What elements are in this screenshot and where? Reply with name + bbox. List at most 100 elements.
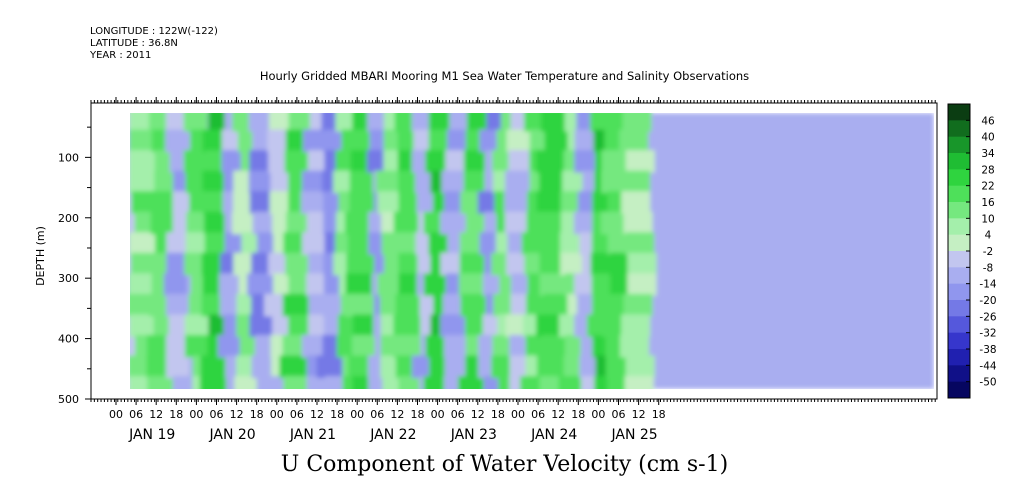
colorbar-swatch bbox=[948, 349, 970, 366]
x-day-label: JAN 25 bbox=[610, 427, 657, 443]
y-tick-label: 100 bbox=[58, 151, 79, 164]
field-cell bbox=[621, 191, 651, 214]
field-cell bbox=[440, 211, 475, 235]
y-axis-label: DEPTH (m) bbox=[34, 226, 47, 286]
colorbar-label: -20 bbox=[979, 295, 996, 307]
field-cell bbox=[560, 252, 583, 276]
field-cell bbox=[302, 232, 325, 255]
field-cell bbox=[185, 232, 210, 255]
field-cell bbox=[619, 334, 650, 358]
field-cell bbox=[302, 170, 325, 194]
field-cell bbox=[624, 376, 654, 389]
field-cell bbox=[306, 273, 329, 296]
x-hour-tick-label: 12 bbox=[551, 408, 565, 421]
field-cell bbox=[558, 376, 582, 389]
x-hour-tick-label: 18 bbox=[491, 408, 505, 421]
field-cell bbox=[166, 355, 190, 379]
field-cell bbox=[172, 376, 196, 389]
colorbar-swatch bbox=[948, 136, 970, 154]
field-cell bbox=[247, 273, 281, 296]
field-cell bbox=[625, 232, 655, 255]
colorbar-swatch bbox=[948, 104, 970, 121]
colorbar: 46 40 34 28 22 16 10 4 -2 -8 -14 -20 -26 -32 -38 -44 -50 bbox=[947, 103, 997, 399]
latitude-label: LATITUDE : 36.8N bbox=[90, 38, 178, 49]
field-cell bbox=[183, 150, 208, 173]
field-cell bbox=[345, 273, 378, 296]
field-cell bbox=[458, 376, 489, 389]
x-hour-tick-label: 00 bbox=[350, 408, 364, 421]
field-cell bbox=[619, 129, 649, 153]
colorbar-label: -44 bbox=[979, 360, 996, 372]
x-hour-tick-label: 00 bbox=[511, 408, 525, 421]
colorbar-label: 4 bbox=[985, 230, 992, 242]
colorbar-swatch bbox=[948, 316, 970, 334]
field-cell bbox=[152, 191, 180, 214]
field-cell bbox=[163, 273, 187, 296]
y-tick-label: 300 bbox=[58, 272, 79, 285]
x-hour-tick-label: 12 bbox=[310, 408, 324, 421]
x-hour-tick-label: 12 bbox=[632, 408, 646, 421]
field-cell bbox=[316, 355, 343, 379]
x-hour-tick-label: 18 bbox=[250, 408, 264, 421]
x-hour-tick-label: 00 bbox=[591, 408, 605, 421]
x-hour-tick-label: 12 bbox=[149, 408, 163, 421]
colorbar-swatch bbox=[948, 202, 970, 219]
colorbar-label: 22 bbox=[981, 181, 994, 193]
colorbar-swatch bbox=[948, 120, 970, 138]
field-cell bbox=[349, 191, 382, 214]
x-hour-tick-label: 06 bbox=[129, 408, 143, 421]
field-cell bbox=[458, 273, 490, 296]
colorbar-label: 28 bbox=[981, 164, 994, 176]
x-hour-tick-label: 12 bbox=[230, 408, 244, 421]
field-cell bbox=[392, 334, 426, 358]
colorbar-swatch bbox=[948, 251, 970, 268]
field-cell bbox=[623, 293, 653, 317]
colorbar-swatch bbox=[948, 169, 970, 187]
x-hour-tick-label: 06 bbox=[370, 408, 384, 421]
field-cell bbox=[184, 314, 209, 337]
colorbar-swatch bbox=[948, 267, 970, 285]
x-hour-tick-label: 00 bbox=[109, 408, 123, 421]
field-cell bbox=[562, 170, 585, 194]
year-label: YEAR : 2011 bbox=[90, 50, 152, 61]
field-cell bbox=[344, 293, 377, 317]
colorbar-label: -26 bbox=[979, 311, 996, 323]
x-day-label: JAN 22 bbox=[369, 427, 416, 443]
x-day-label: JAN 23 bbox=[450, 427, 497, 443]
x-hour-tick-label: 06 bbox=[531, 408, 545, 421]
field-cell bbox=[166, 334, 190, 358]
colorbar-swatch bbox=[948, 185, 970, 203]
field-cell bbox=[186, 211, 210, 235]
field-cell bbox=[166, 252, 190, 276]
x-hour-tick-label: 18 bbox=[330, 408, 344, 421]
colorbar-label: -8 bbox=[983, 262, 993, 274]
field-cell bbox=[460, 293, 492, 317]
field-cell bbox=[279, 355, 313, 379]
colorbar-label: -32 bbox=[979, 328, 996, 340]
field-cell bbox=[393, 314, 427, 337]
field-cell bbox=[302, 129, 326, 153]
field-cell bbox=[166, 293, 190, 317]
colorbar-label: 46 bbox=[981, 115, 995, 127]
colorbar-label: 16 bbox=[981, 197, 995, 209]
colorbar-swatch bbox=[948, 283, 970, 301]
x-day-label: JAN 20 bbox=[208, 427, 255, 443]
colorbar-label: -50 bbox=[979, 377, 996, 389]
x-day-label: JAN 21 bbox=[289, 427, 336, 443]
field-cell bbox=[165, 113, 190, 132]
colorbar-swatch bbox=[948, 234, 970, 252]
field-cell bbox=[301, 191, 324, 214]
plot-frame bbox=[90, 102, 938, 400]
x-hour-tick-label: 12 bbox=[390, 408, 404, 421]
chart-title: Hourly Gridded MBARI Mooring M1 Sea Wate… bbox=[259, 69, 750, 83]
colorbar-swatch bbox=[948, 365, 970, 383]
field-cell bbox=[166, 232, 190, 255]
y-tick-label: 400 bbox=[58, 333, 79, 346]
variable-title: U Component of Water Velocity (cm s-1) bbox=[280, 452, 729, 477]
field-cell bbox=[130, 232, 164, 255]
colorbar-swatch bbox=[948, 381, 970, 399]
colorbar-label: -14 bbox=[979, 279, 996, 291]
field-cell bbox=[150, 211, 178, 235]
x-hour-tick-label: 18 bbox=[652, 408, 666, 421]
